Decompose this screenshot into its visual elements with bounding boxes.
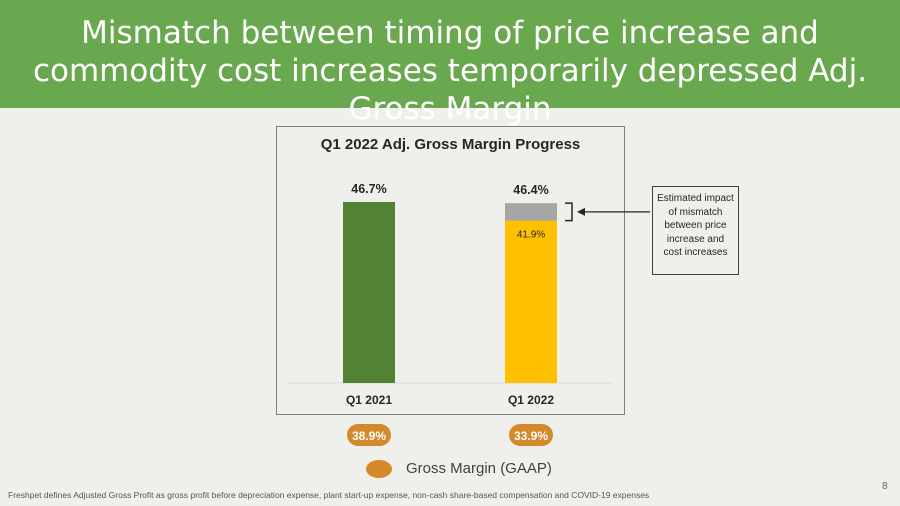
header-bar xyxy=(0,0,900,108)
gaap-margin-label: 38.9% xyxy=(352,429,386,443)
bar-q1-2022-segment-1 xyxy=(505,203,557,221)
slide-title: Mismatch between timing of price increas… xyxy=(32,15,868,127)
bar-q1-2022-segment-0 xyxy=(505,220,557,383)
bar-total-label: 46.4% xyxy=(513,183,548,197)
mismatch-callout: Estimated impact of mismatch between pri… xyxy=(652,186,739,275)
bar-q1-2021-segment-0 xyxy=(343,202,395,383)
bar-total-label: 46.7% xyxy=(351,182,386,196)
gaap-margin-badge xyxy=(347,424,391,446)
legend-marker-gaap xyxy=(366,460,392,478)
gaap-margin-label: 33.9% xyxy=(514,429,548,443)
footnote: Freshpet defines Adjusted Gross Profit a… xyxy=(8,490,650,500)
gaap-margin-badge xyxy=(509,424,553,446)
callout-arrow-head xyxy=(577,207,585,216)
segment-value-label: 41.9% xyxy=(517,230,545,241)
mismatch-bracket xyxy=(565,202,573,222)
category-tick-label: Q1 2022 xyxy=(508,393,554,407)
page-number: 8 xyxy=(882,481,888,492)
legend-label-gaap: Gross Margin (GAAP) xyxy=(406,460,552,477)
chart-title: Q1 2022 Adj. Gross Margin Progress xyxy=(320,136,581,153)
category-tick-label: Q1 2021 xyxy=(346,393,392,407)
chart-frame xyxy=(276,126,625,415)
